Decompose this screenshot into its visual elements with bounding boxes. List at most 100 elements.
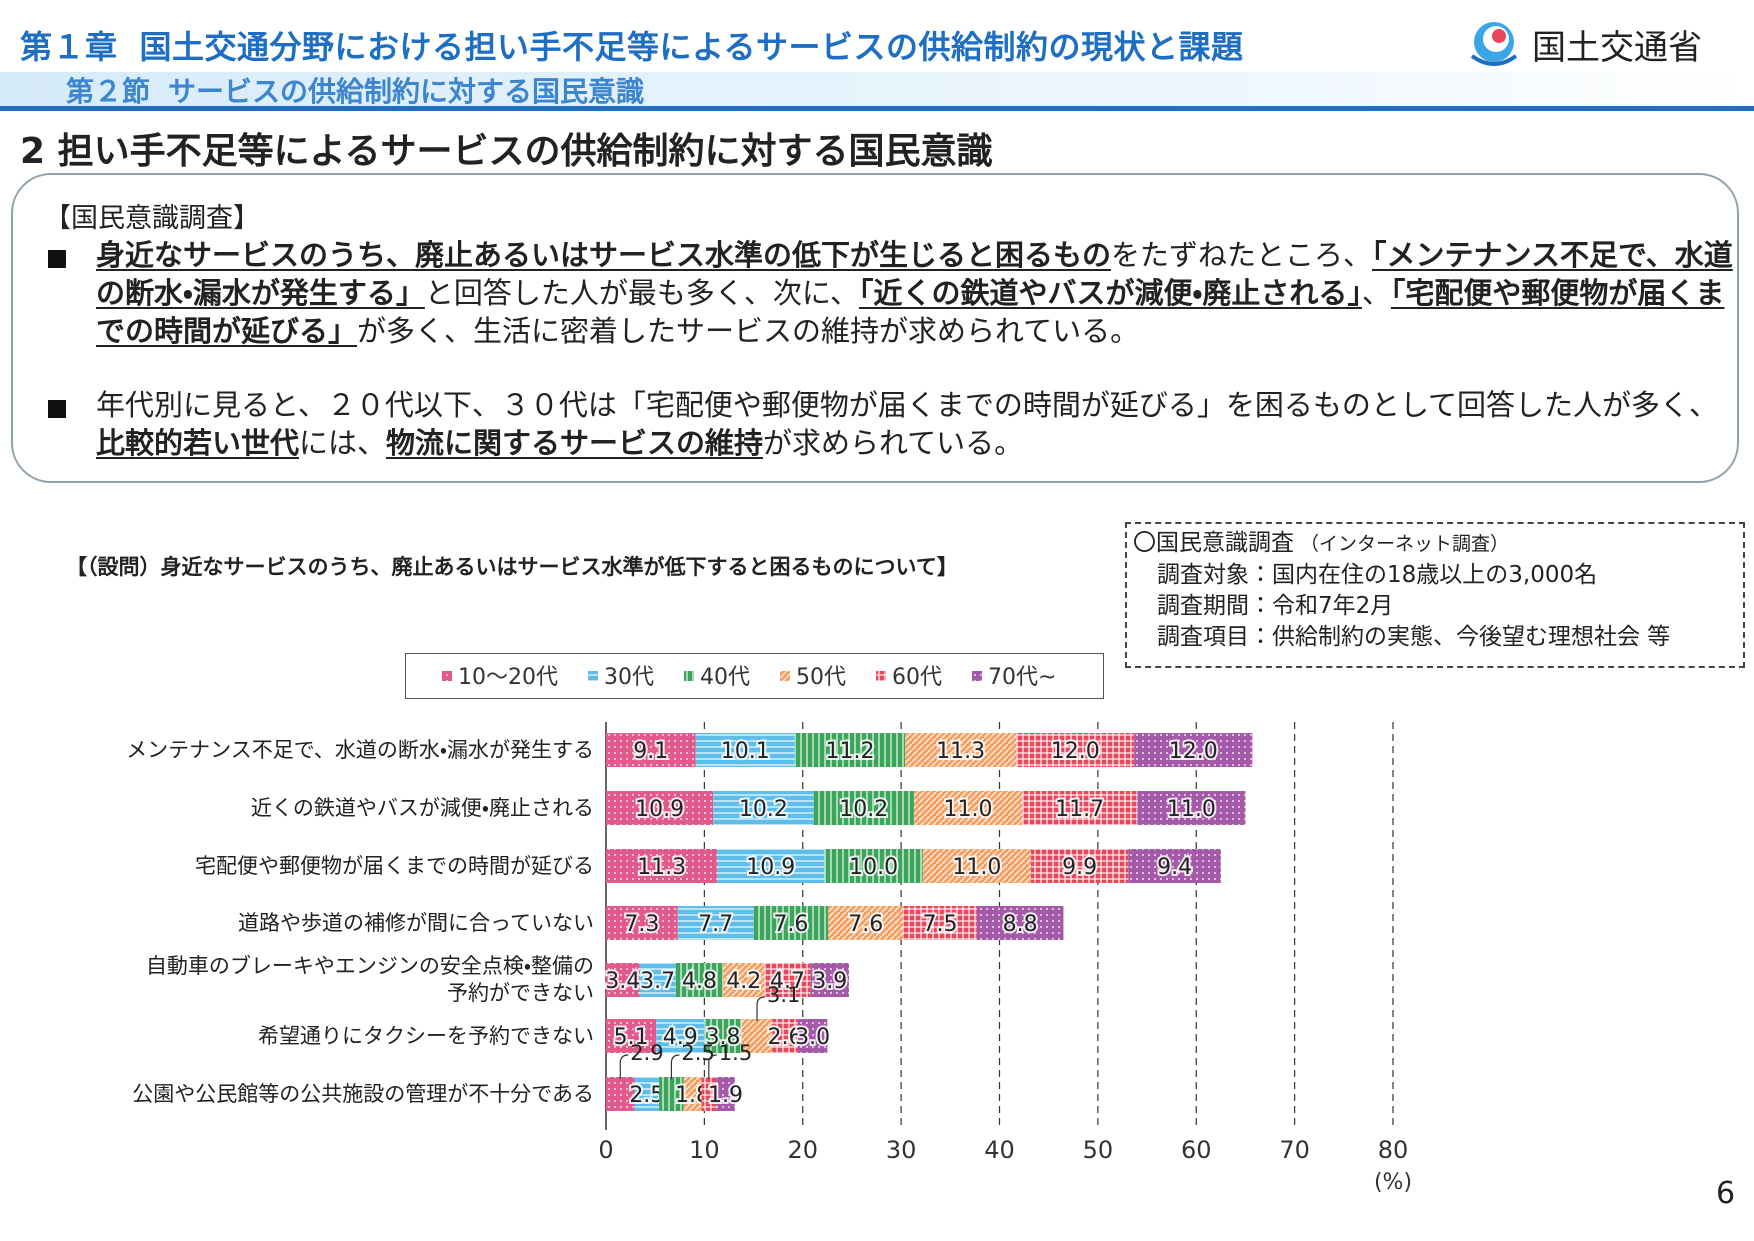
legend-swatch — [780, 671, 790, 681]
legend-swatch — [972, 671, 982, 681]
bar-segment — [1128, 849, 1221, 883]
category-label: 道路や歩道の補修が間に合っていない — [238, 910, 594, 935]
category-label: 自動車のブレーキやエンジンの安全点検・整備の 予約ができない — [145, 954, 594, 1005]
text: には、 — [299, 426, 387, 460]
header-rule — [0, 106, 1754, 111]
bar-segment — [683, 1077, 702, 1111]
value-label: 8.8 — [1003, 912, 1038, 937]
bar-segment — [723, 963, 765, 997]
bar-segment — [922, 849, 1031, 883]
value-label: 1.9 — [708, 1083, 743, 1108]
bar-segment — [695, 733, 795, 767]
text: をたずねたところ、 — [1111, 238, 1373, 272]
summary-label: 【国民意識調査】 — [44, 203, 260, 234]
value-label: 10.1 — [721, 739, 770, 764]
callout-line — [756, 996, 766, 1021]
text: と回答した人が最も多く、次に、 — [424, 276, 860, 310]
chapter-number: 第１章 — [20, 28, 118, 66]
x-tick-label: 30 — [886, 1136, 917, 1164]
legend-label: 70代~ — [988, 665, 1056, 690]
value-label: 4.7 — [770, 969, 805, 994]
bar-segment — [905, 733, 1017, 767]
legend-box — [405, 653, 1104, 699]
value-label: 9.1 — [633, 739, 668, 764]
x-tick-label: 10 — [689, 1136, 720, 1164]
legend-label: 40代 — [700, 665, 750, 690]
survey-info: 〇国民意識調査 （インターネット調査） 調査対象：国内在住の18歳以上の3,000… — [1125, 522, 1745, 668]
bar-segment — [753, 906, 829, 940]
bar-segment — [675, 963, 724, 997]
bar-segment — [677, 906, 754, 940]
emphasis-text: 身近なサービスのうち、廃止あるいはサービス水準の低下が生じると困るもの — [96, 238, 1112, 272]
value-label: 7.6 — [848, 912, 883, 937]
x-tick-label: 70 — [1279, 1136, 1310, 1164]
value-label: 5.1 — [614, 1025, 649, 1050]
bullet-marker — [48, 400, 66, 418]
bar-segment — [704, 1019, 742, 1053]
value-label: 3.8 — [706, 1025, 741, 1050]
bar-segment — [606, 963, 640, 997]
value-label: 4.8 — [682, 969, 717, 994]
section-name: サービスの供給制約に対する国民意識 — [168, 75, 645, 108]
value-label: 4.9 — [663, 1025, 698, 1050]
emphasis-text: 物流に関するサービスの維持 — [386, 426, 764, 460]
emphasis-text: 「宅配便や郵便物が届くまでの時間が延びる」 — [96, 276, 1725, 348]
legend-label: 30代 — [604, 665, 654, 690]
value-label: 3.4 — [605, 969, 640, 994]
value-label: 4.2 — [726, 969, 761, 994]
bar-segment — [634, 1077, 660, 1111]
value-label: 3.7 — [640, 969, 675, 994]
callout-line — [708, 1054, 717, 1079]
value-label: 12.0 — [1169, 739, 1218, 764]
bullet-text: 身近なサービスのうち、廃止あるいはサービス水準の低下が生じると困るものをたずねた… — [96, 236, 1736, 350]
heading: 2 担い手不足等によるサービスの供給制約に対する国民意識 — [20, 131, 993, 172]
bar-segment — [797, 1019, 828, 1053]
bullet-marker — [48, 250, 66, 268]
bar-segment — [828, 906, 904, 940]
bar-segment — [606, 733, 696, 767]
bar-segment — [606, 849, 718, 883]
category-label: 宅配便や郵便物が届くまでの時間が延びる — [195, 853, 594, 878]
survey-item: 調査対象：国内在住の18歳以上の3,000名 — [1157, 562, 1598, 588]
bar-segment — [1137, 791, 1246, 825]
value-label: 2.5 — [629, 1083, 664, 1108]
value-label: 7.7 — [698, 912, 733, 937]
survey-item: 調査項目：供給制約の実態、今後望む理想社会 等 — [1157, 624, 1671, 650]
value-label: 11.0 — [944, 797, 993, 822]
bar-segment — [1030, 849, 1129, 883]
section-number: 第２節 — [66, 75, 151, 108]
value-label: 11.0 — [952, 855, 1001, 880]
bar-segment — [606, 906, 678, 940]
callout-line — [670, 1054, 680, 1079]
legend-swatch — [588, 671, 598, 681]
legend-label: 60代 — [892, 665, 942, 690]
x-tick-label: 40 — [984, 1136, 1015, 1164]
legend-swatch — [876, 671, 886, 681]
bar-segment — [913, 791, 1023, 825]
text: 、 — [1361, 276, 1391, 310]
value-label: 11.2 — [825, 739, 874, 764]
bar-segment — [716, 1077, 735, 1111]
x-tick-label: 60 — [1181, 1136, 1212, 1164]
ministry-logo — [1470, 22, 1518, 66]
value-label: 9.9 — [1062, 855, 1097, 880]
value-label: 10.2 — [839, 797, 888, 822]
bar-segment — [606, 791, 714, 825]
emphasis-text: 「メンテナンス不足で、水道の断水・漏水が発生する」 — [96, 238, 1733, 310]
bar-segment — [606, 1077, 635, 1111]
text: が求められている。 — [763, 426, 1024, 460]
bullet-text: 年代別に見ると、２０代以下、３０代は「宅配便や郵便物が届くまでの時間が延びる」を… — [96, 386, 1736, 462]
chapter-title: 第１章 国土交通分野における担い手不足等によるサービスの供給制約の現状と課題 — [20, 22, 1244, 68]
bar-segment — [1134, 733, 1253, 767]
bar-segment — [717, 849, 825, 883]
bar-segment — [1016, 733, 1135, 767]
chart-title: 【（設問）身近なサービスのうち、廃止あるいはサービス水準が低下すると困るものにつ… — [66, 555, 958, 579]
legend-swatch — [442, 671, 452, 681]
value-label: 12.0 — [1051, 739, 1100, 764]
value-label: 11.3 — [637, 855, 686, 880]
value-label: 3.9 — [812, 969, 847, 994]
survey-item: 調査期間：令和7年2月 — [1157, 593, 1394, 619]
value-label: 10.2 — [739, 797, 788, 822]
text: が多く、生活に密着したサービスの維持が求められている。 — [357, 314, 1140, 348]
